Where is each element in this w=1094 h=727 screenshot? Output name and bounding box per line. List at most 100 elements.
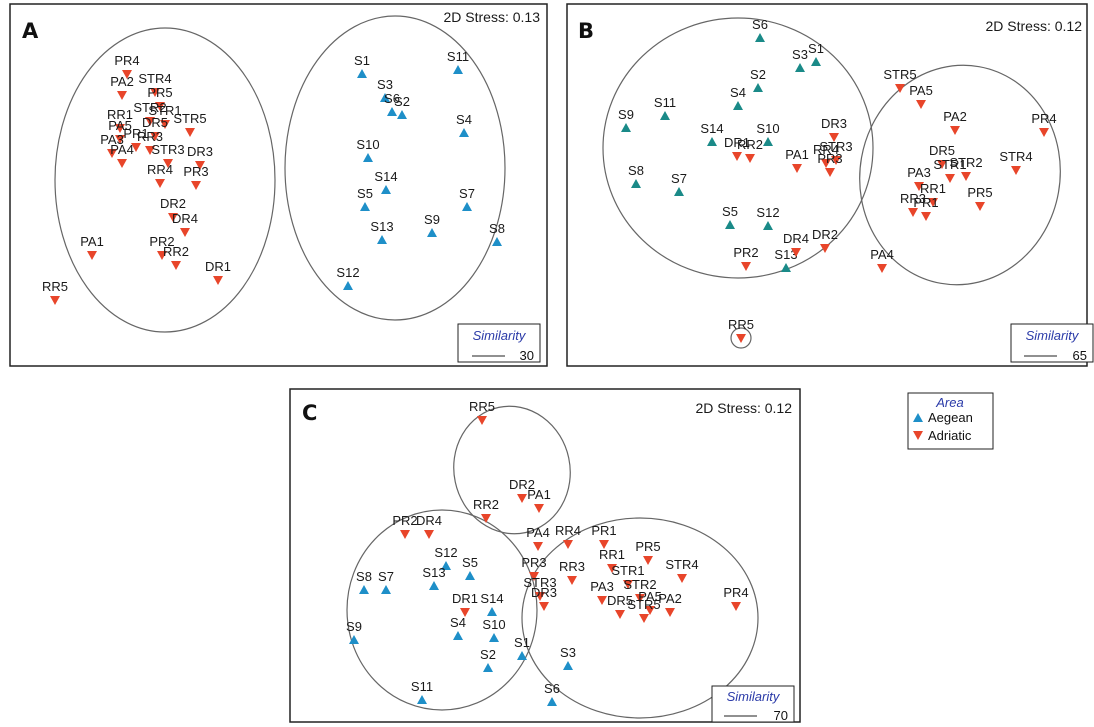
adriatic-marker bbox=[145, 146, 155, 155]
adriatic-marker bbox=[643, 556, 653, 565]
point-label: RR3 bbox=[900, 191, 926, 206]
point-label: RR5 bbox=[728, 317, 754, 332]
adriatic-marker bbox=[150, 132, 160, 141]
point-s10: S10 bbox=[356, 137, 380, 162]
adriatic-marker bbox=[791, 248, 801, 257]
similarity-title: Similarity bbox=[727, 689, 781, 704]
aegean-marker bbox=[381, 585, 391, 594]
point-label: PA3 bbox=[907, 165, 931, 180]
point-rr3: RR3 bbox=[137, 129, 163, 155]
similarity-cluster-outline bbox=[54, 27, 276, 333]
similarity-cluster-outline bbox=[521, 517, 759, 719]
aegean-marker bbox=[349, 635, 359, 644]
panel-a-frame bbox=[9, 3, 548, 367]
point-dr5: DR5 bbox=[929, 143, 955, 169]
point-label: STR1 bbox=[611, 563, 644, 578]
point-label: DR4 bbox=[172, 211, 198, 226]
adriatic-marker bbox=[916, 100, 926, 109]
point-s5: S5 bbox=[722, 204, 738, 229]
aegean-marker bbox=[381, 185, 391, 194]
adriatic-marker bbox=[645, 606, 655, 615]
point-str3: STR3 bbox=[819, 139, 853, 165]
point-label: PR1 bbox=[591, 523, 616, 538]
point-s6: S6 bbox=[544, 681, 560, 706]
aegean-marker bbox=[429, 581, 439, 590]
point-s1: S1 bbox=[354, 53, 370, 78]
legend-adriatic-label: Adriatic bbox=[928, 428, 972, 443]
adriatic-marker bbox=[937, 160, 947, 169]
point-s14: S14 bbox=[374, 169, 398, 194]
point-label: PA5 bbox=[638, 589, 662, 604]
point-s11: S11 bbox=[411, 679, 433, 704]
point-label: STR2 bbox=[949, 155, 982, 170]
point-dr2: DR2 bbox=[509, 477, 535, 503]
aegean-marker bbox=[763, 137, 773, 146]
similarity-title: Similarity bbox=[473, 328, 527, 343]
panel-c-clusters bbox=[346, 405, 759, 719]
point-label: DR2 bbox=[509, 477, 535, 492]
point-pr2: PR2 bbox=[149, 234, 175, 260]
point-label: S10 bbox=[356, 137, 379, 152]
point-pa1: PA1 bbox=[785, 147, 809, 173]
point-label: DR3 bbox=[187, 144, 213, 159]
point-label: S1 bbox=[808, 41, 824, 56]
point-label: DR5 bbox=[142, 115, 168, 130]
point-label: PR5 bbox=[635, 539, 660, 554]
point-s5: S5 bbox=[462, 555, 478, 580]
point-label: S2 bbox=[750, 67, 766, 82]
adriatic-marker bbox=[400, 530, 410, 539]
point-s3: S3 bbox=[560, 645, 576, 670]
adriatic-marker bbox=[1011, 166, 1021, 175]
point-label: S13 bbox=[370, 219, 393, 234]
point-pr3: PR3 bbox=[817, 151, 843, 177]
adriatic-marker bbox=[213, 276, 223, 285]
point-label: STR3 bbox=[151, 142, 184, 157]
aegean-marker bbox=[441, 561, 451, 570]
point-dr3: DR3 bbox=[187, 144, 213, 170]
point-pr1: PR1 bbox=[591, 523, 617, 549]
adriatic-marker bbox=[945, 174, 955, 183]
point-rr2: RR2 bbox=[737, 137, 763, 163]
adriatic-marker bbox=[928, 198, 938, 207]
adriatic-marker bbox=[921, 212, 931, 221]
point-label: S4 bbox=[456, 112, 472, 127]
point-dr5: DR5 bbox=[607, 593, 633, 619]
point-label: S2 bbox=[394, 94, 410, 109]
point-label: DR5 bbox=[929, 143, 955, 158]
aegean-marker bbox=[563, 661, 573, 670]
adriatic-marker bbox=[950, 126, 960, 135]
point-pr3: PR3 bbox=[183, 164, 209, 190]
point-s4: S4 bbox=[450, 615, 466, 640]
point-pr4: PR4 bbox=[114, 53, 140, 79]
point-s4: S4 bbox=[730, 85, 746, 110]
aegean-marker bbox=[660, 111, 670, 120]
point-s13: S13 bbox=[422, 565, 446, 590]
point-pa3: PA3 bbox=[100, 132, 124, 158]
point-s11: S11 bbox=[447, 49, 469, 74]
point-label: S14 bbox=[700, 121, 723, 136]
aegean-marker bbox=[489, 633, 499, 642]
adriatic-marker bbox=[157, 251, 167, 260]
point-s9: S9 bbox=[424, 212, 440, 237]
point-rr4: RR4 bbox=[813, 142, 839, 168]
point-s12: S12 bbox=[756, 205, 780, 230]
point-str1: STR1 bbox=[148, 103, 182, 129]
point-rr5: RR5 bbox=[728, 317, 754, 343]
point-rr2: RR2 bbox=[473, 497, 499, 523]
adriatic-marker bbox=[665, 608, 675, 617]
point-label: RR1 bbox=[599, 547, 625, 562]
point-label: PR5 bbox=[147, 85, 172, 100]
point-pa1: PA1 bbox=[527, 487, 551, 513]
point-label: STR5 bbox=[883, 67, 916, 82]
point-pa2: PA2 bbox=[943, 109, 967, 135]
aegean-marker bbox=[363, 153, 373, 162]
point-label: DR5 bbox=[607, 593, 633, 608]
aegean-marker bbox=[733, 101, 743, 110]
panel-a-clusters bbox=[54, 15, 506, 333]
point-pa3: PA3 bbox=[590, 579, 614, 605]
point-pa2: PA2 bbox=[110, 74, 134, 100]
point-label: PA1 bbox=[80, 234, 104, 249]
point-label: S5 bbox=[462, 555, 478, 570]
point-label: STR1 bbox=[148, 103, 181, 118]
